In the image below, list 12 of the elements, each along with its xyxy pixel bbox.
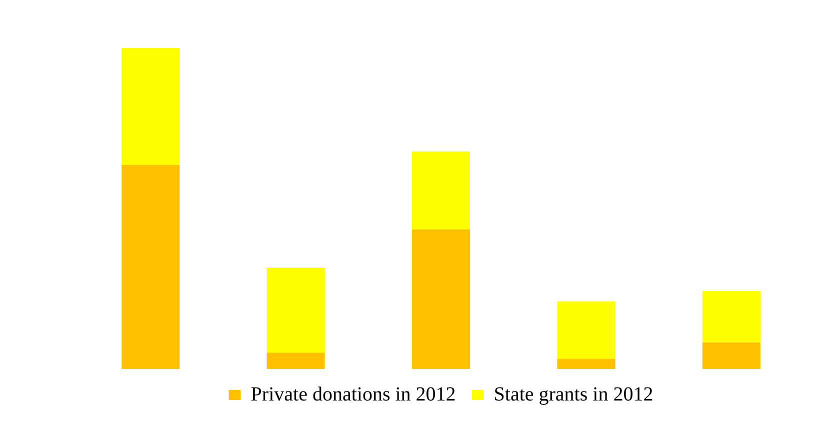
- bar: [702, 290, 760, 342]
- bar: [557, 358, 616, 369]
- bar: [266, 268, 325, 353]
- bar: [412, 151, 470, 230]
- bar: [266, 352, 325, 369]
- bar: [702, 342, 760, 369]
- bar: [412, 229, 470, 369]
- legend-label: Private donations in 2012: [250, 383, 456, 406]
- legend-label: State grants in 2012: [494, 383, 654, 406]
- bar: [122, 164, 180, 369]
- bar: [557, 301, 616, 359]
- bar: [122, 48, 180, 165]
